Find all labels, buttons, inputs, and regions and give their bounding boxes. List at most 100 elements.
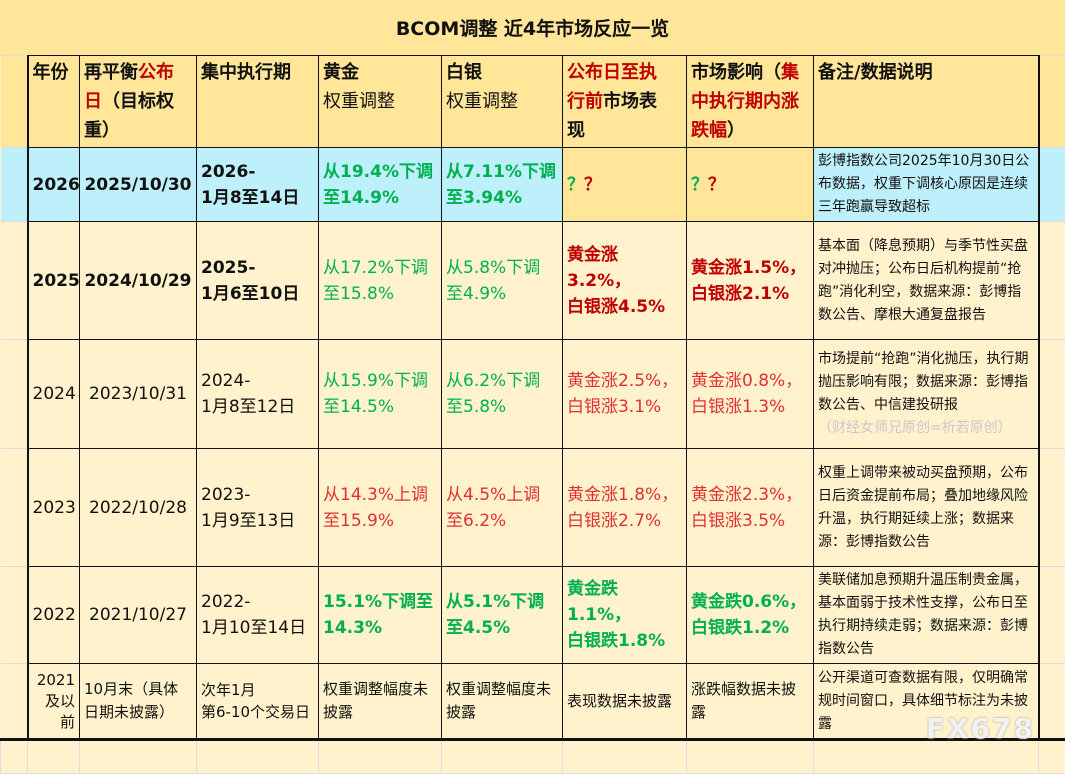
question-mark: ？ bbox=[584, 175, 601, 195]
cell-period: 2023- 1月9至13日 bbox=[197, 449, 319, 567]
question-mark: ？ bbox=[708, 175, 725, 195]
row-gutter bbox=[1, 664, 28, 740]
cell-gold: 从15.9%下调 至14.5% bbox=[319, 340, 442, 449]
cell-pre: 表现数据未披露 bbox=[563, 664, 687, 740]
cell-gold: 15.1%下调至 14.3% bbox=[319, 567, 442, 664]
watermark-logo: FX678 bbox=[926, 712, 1035, 745]
row-gutter bbox=[1039, 148, 1065, 222]
cell-gold: 权重调整幅度未披露 bbox=[319, 664, 442, 740]
row-gutter bbox=[1039, 567, 1065, 664]
row-gutter bbox=[1039, 664, 1065, 740]
cell-impact: 黄金涨0.8%， 白银涨1.3% bbox=[687, 340, 814, 449]
header-date: 再平衡公布 日（目标权 重） bbox=[80, 56, 197, 148]
cell-pre: ？？ bbox=[563, 148, 687, 222]
header-silver: 白银 权重调整 bbox=[442, 56, 563, 148]
header-row: 年份 再平衡公布 日（目标权 重） 集中执行期 黄金 权重调整 白银 权重调整 … bbox=[1, 56, 1065, 148]
cell-silver: 从6.2%下调 至5.8% bbox=[442, 340, 563, 449]
cell-silver: 从4.5%上调 至6.2% bbox=[442, 449, 563, 567]
cell-note: 权重上调带来被动买盘预期，公布日后资金提前布局；叠加地缘风险升温，执行期延续上涨… bbox=[814, 449, 1039, 567]
cell-note: 彭博指数公司2025年10月30日公布数据，权重下调核心原因是连续三年跑赢导致超… bbox=[814, 148, 1039, 222]
cell-note: 美联储加息预期升温压制贵金属，基本面弱于技术性支撑，公布日至执行期持续走弱；数据… bbox=[814, 567, 1039, 664]
empty-cell bbox=[563, 740, 687, 774]
header-impact-part: ） bbox=[727, 120, 745, 141]
question-mark: ？ bbox=[567, 175, 584, 195]
page-title: BCOM调整 近4年市场反应一览 bbox=[0, 0, 1065, 56]
empty-cell bbox=[197, 740, 319, 774]
cell-pre: 黄金涨1.8%， 白银涨2.7% bbox=[563, 449, 687, 567]
table-row: 2026 2025/10/30 2026- 1月8至14日 从19.4%下调 至… bbox=[1, 148, 1065, 222]
cell-pre: 黄金涨2.5%， 白银涨3.1% bbox=[563, 340, 687, 449]
header-silver-sub: 权重调整 bbox=[446, 91, 518, 112]
bcom-table: 年份 再平衡公布 日（目标权 重） 集中执行期 黄金 权重调整 白银 权重调整 … bbox=[0, 55, 1065, 774]
question-mark: ？ bbox=[691, 175, 708, 195]
empty-cell bbox=[80, 740, 197, 774]
empty-cell bbox=[319, 740, 442, 774]
header-period: 集中执行期 bbox=[197, 56, 319, 148]
cell-year: 2026 bbox=[28, 148, 80, 222]
table-row: 2025 2024/10/29 2025- 1月6至10日 从17.2%下调 至… bbox=[1, 222, 1065, 340]
cell-period: 2024- 1月8至12日 bbox=[197, 340, 319, 449]
row-gutter bbox=[1, 567, 28, 664]
cell-date: 2024/10/29 bbox=[80, 222, 197, 340]
cell-silver: 从7.11%下调 至3.94% bbox=[442, 148, 563, 222]
cell-silver: 权重调整幅度未披露 bbox=[442, 664, 563, 740]
empty-row bbox=[1, 740, 1065, 774]
row-gutter bbox=[1, 56, 28, 148]
empty-cell bbox=[687, 740, 814, 774]
cell-note: 基本面（降息预期）与季节性买盘对冲抛压；公布日后机构提前“抢跑”消化利空，数据来… bbox=[814, 222, 1039, 340]
header-impact-part: 市场影响（ bbox=[691, 62, 781, 83]
empty-cell bbox=[1039, 740, 1065, 774]
cell-date: 2022/10/28 bbox=[80, 449, 197, 567]
cell-gold: 从19.4%下调 至14.9% bbox=[319, 148, 442, 222]
row-gutter bbox=[1039, 56, 1065, 148]
note-text: 市场提前“抢跑”消化抛压，执行期抛压影响有限；数据来源：彭博指数公告、中信建投研… bbox=[818, 351, 1029, 413]
cell-year: 2025 bbox=[28, 222, 80, 340]
cell-year: 2023 bbox=[28, 449, 80, 567]
cell-silver: 从5.1%下调 至4.5% bbox=[442, 567, 563, 664]
empty-cell bbox=[1, 740, 28, 774]
cell-date: 2023/10/31 bbox=[80, 340, 197, 449]
table-row: 2024 2023/10/31 2024- 1月8至12日 从15.9%下调 至… bbox=[1, 340, 1065, 449]
header-date-part: 再平衡 bbox=[84, 62, 138, 83]
row-gutter bbox=[1, 340, 28, 449]
cell-period: 次年1月 第6-10个交易日 bbox=[197, 664, 319, 740]
cell-impact: 黄金涨1.5%， 白银涨2.1% bbox=[687, 222, 814, 340]
cell-gold: 从14.3%上调 至15.9% bbox=[319, 449, 442, 567]
cell-impact: 黄金涨2.3%， 白银涨3.5% bbox=[687, 449, 814, 567]
table-row: 2023 2022/10/28 2023- 1月9至13日 从14.3%上调 至… bbox=[1, 449, 1065, 567]
table-row: 2022 2021/10/27 2022- 1月10至14日 15.1%下调至 … bbox=[1, 567, 1065, 664]
cell-impact: 涨跌幅数据未披露 bbox=[687, 664, 814, 740]
empty-cell bbox=[442, 740, 563, 774]
header-gold-title: 黄金 bbox=[323, 62, 359, 83]
header-year: 年份 bbox=[28, 56, 80, 148]
row-gutter bbox=[1039, 340, 1065, 449]
row-gutter bbox=[1, 449, 28, 567]
cell-date: 2021/10/27 bbox=[80, 567, 197, 664]
empty-cell bbox=[28, 740, 80, 774]
row-gutter bbox=[1039, 449, 1065, 567]
header-gold: 黄金 权重调整 bbox=[319, 56, 442, 148]
cell-silver: 从5.8%下调 至4.9% bbox=[442, 222, 563, 340]
cell-period: 2025- 1月6至10日 bbox=[197, 222, 319, 340]
cell-year: 2024 bbox=[28, 340, 80, 449]
cell-year: 2021 及以 前 bbox=[28, 664, 80, 740]
cell-pre: 黄金涨3.2%， 白银涨4.5% bbox=[563, 222, 687, 340]
row-gutter bbox=[1039, 222, 1065, 340]
header-gold-sub: 权重调整 bbox=[323, 91, 395, 112]
watermark-text: （财经女师兄原创=析若原创） bbox=[818, 420, 1012, 436]
cell-impact: 黄金跌0.6%， 白银跌1.2% bbox=[687, 567, 814, 664]
header-silver-title: 白银 bbox=[446, 62, 482, 83]
header-note: 备注/数据说明 bbox=[814, 56, 1039, 148]
header-pre: 公布日至执 行前市场表 现 bbox=[563, 56, 687, 148]
row-gutter bbox=[1, 148, 28, 222]
row-gutter bbox=[1, 222, 28, 340]
cell-note: 市场提前“抢跑”消化抛压，执行期抛压影响有限；数据来源：彭博指数公告、中信建投研… bbox=[814, 340, 1039, 449]
cell-impact: ？？ bbox=[687, 148, 814, 222]
cell-period: 2022- 1月10至14日 bbox=[197, 567, 319, 664]
cell-gold: 从17.2%下调 至15.8% bbox=[319, 222, 442, 340]
cell-date: 10月末（具体日期未披露） bbox=[80, 664, 197, 740]
cell-pre: 黄金跌1.1%， 白银跌1.8% bbox=[563, 567, 687, 664]
cell-date: 2025/10/30 bbox=[80, 148, 197, 222]
header-impact: 市场影响（集 中执行期内涨 跌幅） bbox=[687, 56, 814, 148]
table-row: 2021 及以 前 10月末（具体日期未披露） 次年1月 第6-10个交易日 权… bbox=[1, 664, 1065, 740]
